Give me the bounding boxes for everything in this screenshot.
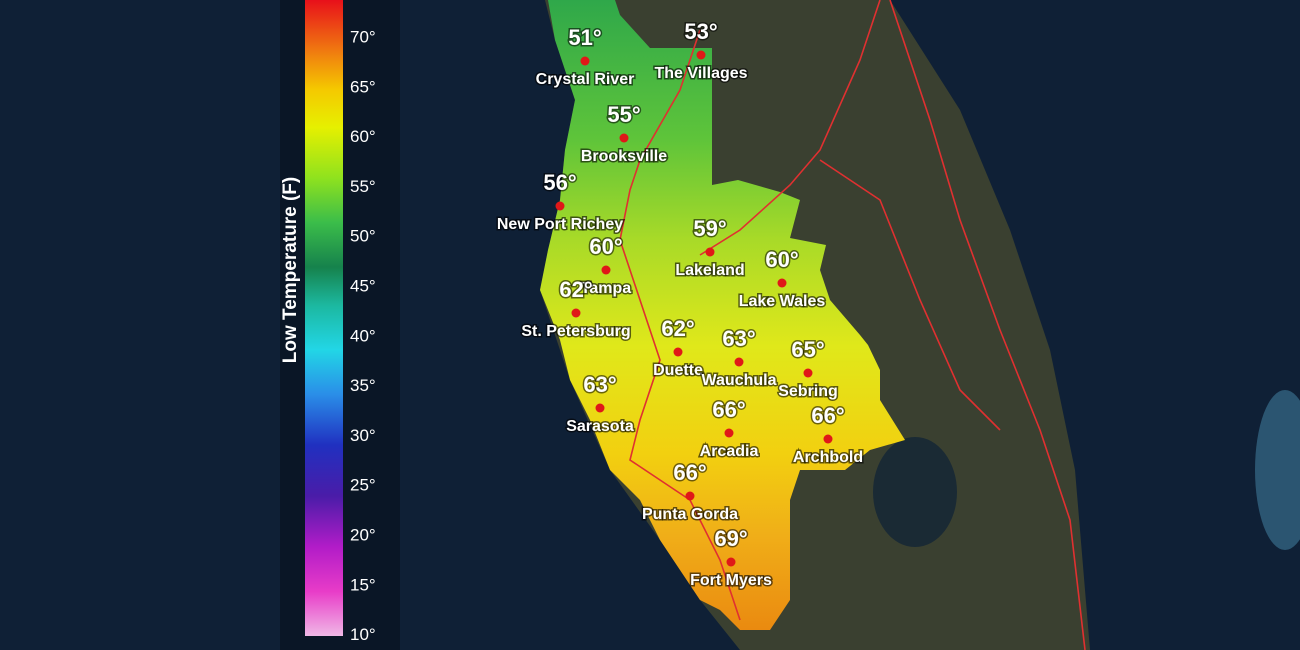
legend-tick-label: 65° xyxy=(350,77,376,96)
legend-tick-label: 20° xyxy=(350,525,376,544)
city-dot xyxy=(803,368,813,378)
city-dot xyxy=(673,347,683,357)
city-temp: 66° xyxy=(712,397,745,422)
city-name: Crystal River xyxy=(536,71,635,88)
legend-tick-label: 10° xyxy=(350,625,376,644)
city-dot xyxy=(734,357,744,367)
city-dot xyxy=(685,491,695,501)
city-temp: 60° xyxy=(589,234,622,259)
road xyxy=(699,0,881,256)
city-dot xyxy=(580,56,590,66)
roads xyxy=(619,0,1086,650)
city-dot xyxy=(555,201,565,211)
city-dot xyxy=(705,247,715,257)
legend-tick-label: 70° xyxy=(350,27,376,46)
forecast-area xyxy=(540,0,905,630)
city-name: New Port Richey xyxy=(497,216,623,233)
city-dot xyxy=(619,133,629,143)
city-name: Sebring xyxy=(778,383,838,400)
shoal xyxy=(1255,390,1300,550)
city-name: Archbold xyxy=(793,449,863,466)
city-name: Tampa xyxy=(581,280,631,297)
city-dot xyxy=(595,403,605,413)
city-temp: 69° xyxy=(714,526,747,551)
city-name: St. Petersburg xyxy=(521,323,630,340)
city-name: The Villages xyxy=(654,65,747,82)
legend-tick-label: 45° xyxy=(350,276,376,295)
legend-tick-label: 15° xyxy=(350,575,376,594)
legend-tick-label: 25° xyxy=(350,476,376,495)
city-temp: 66° xyxy=(673,460,706,485)
lake xyxy=(873,437,957,547)
legend-tick-label: 30° xyxy=(350,426,376,445)
city-name: Arcadia xyxy=(700,443,759,460)
city-temp: 56° xyxy=(543,170,576,195)
city-name: Lake Wales xyxy=(739,293,826,310)
city-temp: 55° xyxy=(607,102,640,127)
legend-tick-label: 35° xyxy=(350,376,376,395)
city-name: Fort Myers xyxy=(690,572,772,589)
legend-tick-label: 55° xyxy=(350,177,376,196)
city-name: Punta Gorda xyxy=(642,506,738,523)
city-temp: 63° xyxy=(722,326,755,351)
city-dot xyxy=(696,50,706,60)
city-dot xyxy=(724,428,734,438)
city-temp: 66° xyxy=(811,403,844,428)
city-name: Sarasota xyxy=(566,418,634,435)
road xyxy=(819,159,1001,431)
road xyxy=(619,29,741,621)
city-temp: 53° xyxy=(684,19,717,44)
city-dot xyxy=(601,265,611,275)
city-temp: 63° xyxy=(583,372,616,397)
city-temp: 51° xyxy=(568,25,601,50)
road xyxy=(889,0,1086,650)
legend-tick-label: 60° xyxy=(350,127,376,146)
legend-colorbar xyxy=(305,0,343,636)
city-dot xyxy=(777,278,787,288)
city-temp: 65° xyxy=(791,337,824,362)
city-dot xyxy=(726,557,736,567)
city-temp: 62° xyxy=(559,277,592,302)
legend-tick-label: 40° xyxy=(350,326,376,345)
city-dot xyxy=(571,308,581,318)
city-name: Wauchula xyxy=(702,372,777,389)
city-temp: 60° xyxy=(765,247,798,272)
city-temp: 59° xyxy=(693,216,726,241)
city-name: Brooksville xyxy=(581,148,667,165)
legend-title: Low Temperature (F) xyxy=(280,177,301,364)
city-dot xyxy=(823,434,833,444)
city-temp: 62° xyxy=(661,316,694,341)
city-name: Duette xyxy=(653,362,703,379)
legend-tick-label: 50° xyxy=(350,227,376,246)
city-name: Lakeland xyxy=(675,262,744,279)
